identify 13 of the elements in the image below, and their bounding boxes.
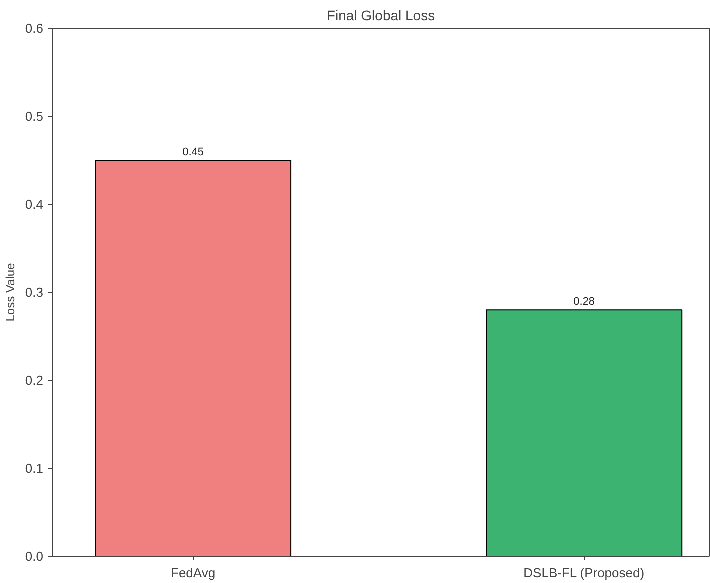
y-tick-label: 0.0 bbox=[25, 549, 44, 564]
chart-title: Final Global Loss bbox=[326, 8, 436, 24]
y-tick-label: 0.4 bbox=[25, 197, 44, 212]
data-label: 0.45 bbox=[182, 146, 204, 158]
y-tick-label: 0.1 bbox=[25, 461, 44, 476]
y-tick-label: 0.5 bbox=[25, 109, 44, 124]
data-label: 0.28 bbox=[574, 296, 596, 308]
y-tick-label: 0.3 bbox=[25, 285, 44, 300]
y-tick-label: 0.2 bbox=[25, 373, 44, 388]
y-tick-label: 0.6 bbox=[25, 21, 44, 36]
y-axis-title: Loss Value bbox=[3, 262, 18, 322]
x-tick-label: DSLB-FL (Proposed) bbox=[524, 566, 645, 580]
x-tick-label: FedAvg bbox=[171, 566, 216, 580]
